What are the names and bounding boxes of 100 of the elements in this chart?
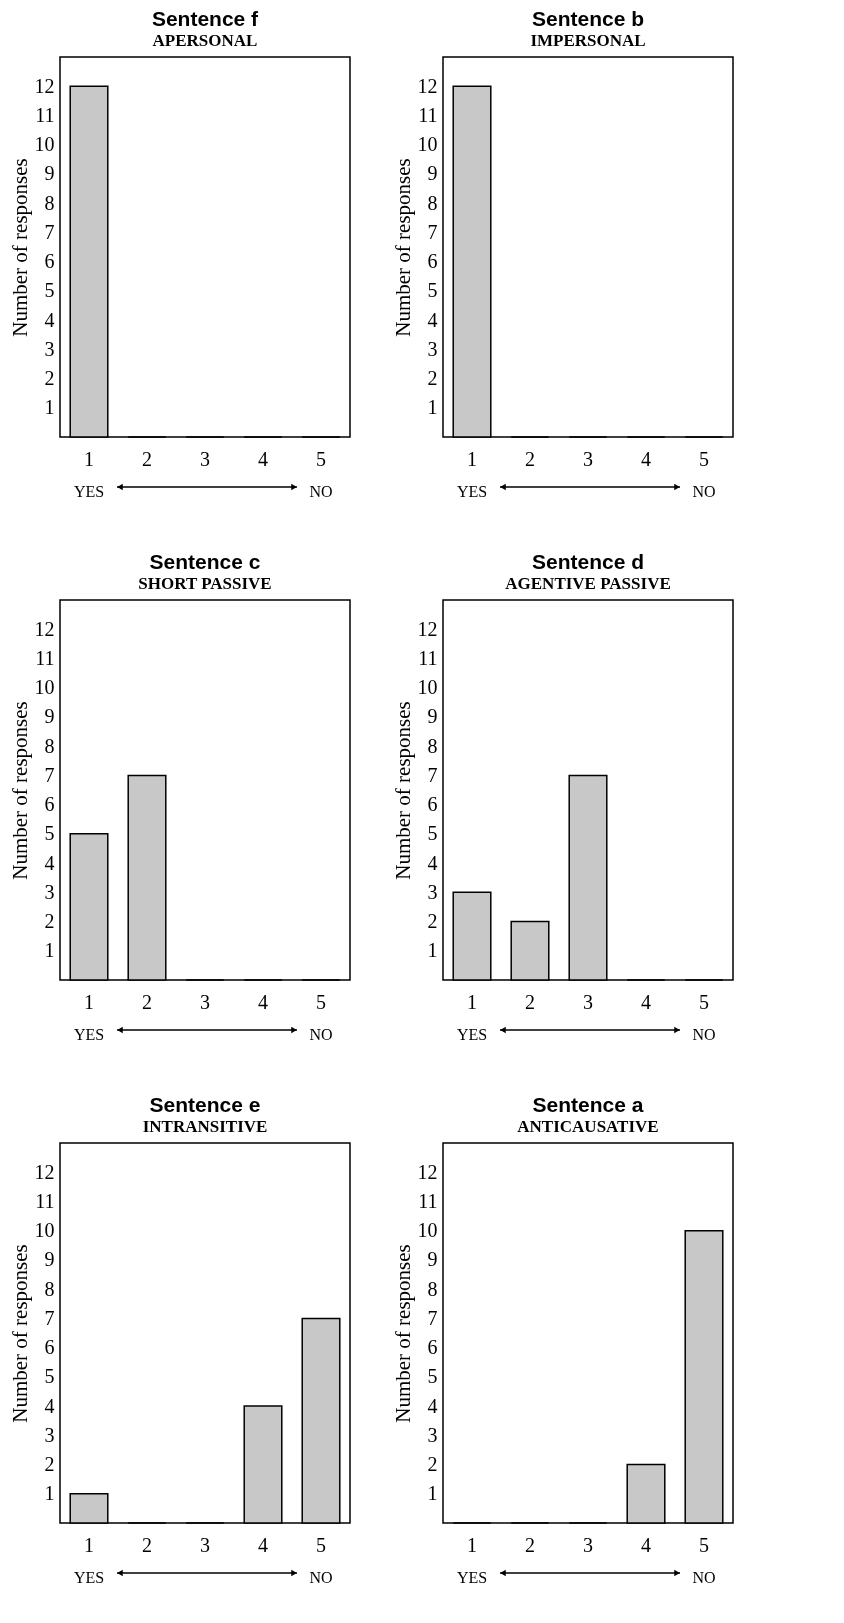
text: NO — [692, 1569, 716, 1586]
y-tick-label: 3 — [427, 1423, 438, 1446]
y-tick-label: 3 — [427, 880, 438, 903]
y-axis-title: Number of responses — [390, 701, 415, 880]
y-axis-title: Number of responses — [390, 158, 415, 337]
y-tick-label: 3 — [44, 1423, 55, 1446]
y-tick-label: 2 — [44, 367, 55, 390]
y-tick-label: 10 — [34, 676, 55, 699]
y-tick-label: 2 — [427, 367, 438, 390]
y-axis-title: Number of responses — [390, 1244, 415, 1423]
chart-title: Sentence a — [532, 1093, 644, 1116]
chart-subtitle: ANTICAUSATIVE — [517, 1117, 659, 1136]
x-tick-label: 2 — [525, 990, 535, 1013]
text: NO — [692, 483, 716, 500]
chart-subtitle: INTRANSITIVE — [142, 1117, 268, 1136]
y-tick-label: 3 — [44, 880, 55, 903]
y-tick-label: 1 — [427, 1482, 438, 1505]
y-tick-label: 11 — [35, 103, 55, 126]
y-tick-label: 2 — [44, 910, 55, 933]
y-tick-label: 4 — [44, 308, 55, 331]
text: NO — [309, 483, 333, 500]
y-tick-label: 6 — [427, 1336, 438, 1359]
y-tick-label: 5 — [427, 822, 438, 845]
x-tick-label: 5 — [699, 447, 709, 470]
x-tick-label: 3 — [200, 447, 210, 470]
y-tick-label: 2 — [427, 910, 438, 933]
text: NO — [309, 1569, 333, 1586]
x-tick-label: 1 — [84, 1533, 94, 1556]
y-tick-label: 9 — [44, 162, 55, 185]
y-axis-title: Number of responses — [7, 701, 32, 880]
x-tick-label: 2 — [525, 447, 535, 470]
chart-title: Sentence e — [149, 1093, 261, 1116]
chart-subtitle: APERSONAL — [152, 31, 258, 50]
chart-title: Sentence b — [531, 7, 645, 30]
x-tick-label: 1 — [467, 1533, 477, 1556]
y-tick-label: 6 — [427, 250, 438, 273]
y-tick-label: 10 — [34, 133, 55, 156]
y-tick-label: 12 — [417, 74, 438, 97]
y-tick-label: 4 — [44, 851, 55, 874]
y-tick-label: 11 — [418, 103, 438, 126]
y-tick-label: 7 — [44, 1306, 55, 1329]
y-tick-label: 9 — [427, 705, 438, 728]
y-tick-label: 12 — [34, 617, 55, 640]
chart-title: Sentence d — [531, 550, 645, 573]
y-tick-label: 4 — [427, 851, 438, 874]
y-tick-label: 7 — [427, 1306, 438, 1329]
y-tick-label: 3 — [427, 337, 438, 360]
text: YES — [73, 483, 105, 500]
y-tick-label: 1 — [427, 939, 438, 962]
x-tick-label: 3 — [583, 447, 593, 470]
x-tick-label: 1 — [84, 990, 94, 1013]
x-tick-label: 4 — [641, 447, 651, 470]
y-tick-label: 5 — [427, 1365, 438, 1388]
chart-subtitle: AGENTIVE PASSIVE — [505, 574, 671, 593]
y-tick-label: 4 — [427, 1394, 438, 1417]
x-tick-label: 4 — [258, 447, 268, 470]
y-tick-label: 8 — [427, 734, 438, 757]
y-tick-label: 10 — [417, 1219, 438, 1242]
text: YES — [73, 1569, 105, 1586]
y-tick-label: 6 — [44, 1336, 55, 1359]
y-tick-label: 9 — [44, 1248, 55, 1271]
y-tick-label: 7 — [44, 763, 55, 786]
y-tick-label: 8 — [44, 191, 55, 214]
y-tick-label: 5 — [427, 279, 438, 302]
x-tick-label: 5 — [316, 990, 326, 1013]
chart-title: Sentence f — [151, 7, 260, 30]
y-tick-label: 1 — [44, 396, 55, 419]
y-tick-label: 9 — [44, 705, 55, 728]
x-tick-label: 3 — [583, 990, 593, 1013]
x-tick-label: 3 — [200, 990, 210, 1013]
y-tick-label: 8 — [427, 1277, 438, 1300]
x-tick-label: 2 — [142, 1533, 152, 1556]
x-tick-label: 4 — [641, 1533, 651, 1556]
y-tick-label: 11 — [418, 1189, 438, 1212]
x-tick-label: 3 — [200, 1533, 210, 1556]
x-tick-label: 2 — [142, 447, 152, 470]
text: NO — [309, 1026, 333, 1043]
x-tick-label: 5 — [699, 990, 709, 1013]
x-tick-label: 4 — [258, 1533, 268, 1556]
chart-subtitle: IMPERSONAL — [530, 31, 646, 50]
text: YES — [456, 1569, 488, 1586]
y-tick-label: 1 — [44, 1482, 55, 1505]
y-tick-label: 2 — [427, 1453, 438, 1476]
y-tick-label: 10 — [417, 133, 438, 156]
y-tick-label: 8 — [44, 734, 55, 757]
y-tick-label: 9 — [427, 162, 438, 185]
y-tick-label: 12 — [34, 74, 55, 97]
y-tick-label: 5 — [44, 822, 55, 845]
x-tick-label: 4 — [258, 990, 268, 1013]
y-tick-label: 12 — [34, 1160, 55, 1183]
text: YES — [456, 483, 488, 500]
y-tick-label: 11 — [418, 646, 438, 669]
x-tick-label: 1 — [84, 447, 94, 470]
y-axis-title: Number of responses — [7, 1244, 32, 1423]
y-tick-label: 7 — [427, 763, 438, 786]
chart-subtitle: SHORT PASSIVE — [138, 574, 272, 593]
x-tick-label: 2 — [142, 990, 152, 1013]
y-tick-label: 3 — [44, 337, 55, 360]
x-tick-label: 4 — [641, 990, 651, 1013]
y-tick-label: 9 — [427, 1248, 438, 1271]
